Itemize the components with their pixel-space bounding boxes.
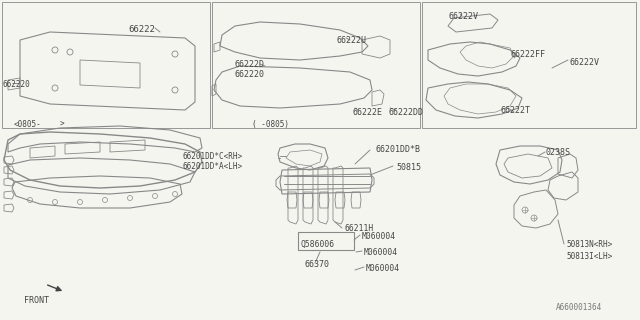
Text: Q586006: Q586006	[300, 240, 334, 249]
Text: 50813N<RH>: 50813N<RH>	[566, 240, 612, 249]
Text: FRONT: FRONT	[24, 296, 49, 305]
Text: 66222V: 66222V	[570, 58, 600, 67]
Text: 66201DD*B: 66201DD*B	[375, 145, 420, 154]
Text: A660001364: A660001364	[556, 303, 602, 312]
Text: 66370: 66370	[304, 260, 329, 269]
Text: M060004: M060004	[366, 264, 400, 273]
Text: 66211H: 66211H	[344, 224, 373, 233]
Text: <0805-: <0805-	[14, 120, 42, 129]
Text: 66222E: 66222E	[352, 108, 382, 117]
Text: 66222V: 66222V	[448, 12, 478, 21]
Text: M060004: M060004	[362, 232, 396, 241]
Text: 66222U: 66222U	[336, 36, 366, 45]
Text: 66201DD*A<LH>: 66201DD*A<LH>	[182, 162, 242, 171]
Text: 66222D: 66222D	[234, 60, 264, 69]
Text: 662220: 662220	[2, 80, 29, 89]
Text: 662220: 662220	[234, 70, 264, 79]
Text: 66222DD: 66222DD	[388, 108, 423, 117]
Text: ( -0805): ( -0805)	[252, 120, 289, 129]
Text: 66222T: 66222T	[500, 106, 530, 115]
Text: 66222FF: 66222FF	[510, 50, 545, 59]
Text: 50813I<LH>: 50813I<LH>	[566, 252, 612, 261]
Text: M060004: M060004	[364, 248, 398, 257]
Text: 50815: 50815	[396, 163, 421, 172]
Text: 66222: 66222	[128, 25, 155, 34]
Text: >: >	[60, 120, 65, 129]
Text: 66201DD*C<RH>: 66201DD*C<RH>	[182, 152, 242, 161]
Text: 0238S: 0238S	[545, 148, 570, 157]
